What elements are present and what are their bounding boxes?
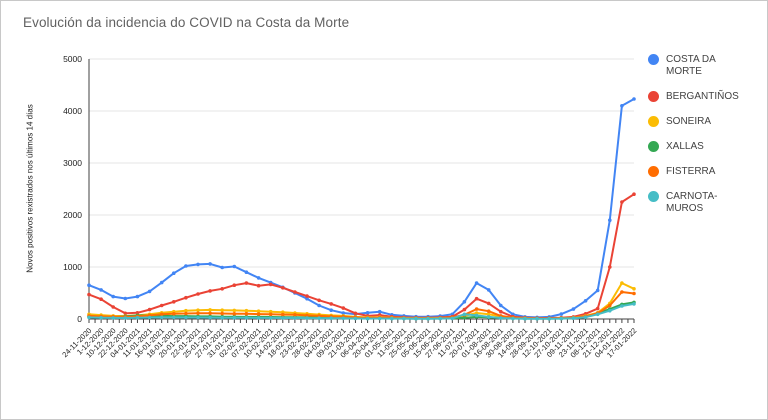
legend-dot-fisterra	[648, 166, 659, 177]
legend-dot-costa-da-morte	[648, 54, 659, 65]
svg-text:1000: 1000	[63, 262, 82, 272]
chart-title: Evolución da incidencia do COVID na Cost…	[23, 15, 350, 30]
series-carnota-muros	[87, 302, 636, 321]
legend-dot-berganti-os	[648, 91, 659, 102]
x-axis-tick-labels: 24-11-20201-12-202010-12-202022-12-20200…	[60, 326, 638, 359]
y-axis-tick-labels: 0 1000 2000 3000 4000 5000	[63, 54, 82, 324]
legend-item-costa-da-morte: COSTA DA MORTE	[648, 54, 758, 78]
legend-item-carnota-muros: CARNOTA-MUROS	[648, 191, 758, 215]
legend-label-berganti-os: BERGANTIÑOS	[666, 91, 739, 102]
axis-lines	[88, 59, 634, 320]
legend-item-berganti-os: BERGANTIÑOS	[648, 91, 758, 103]
y-gridlines	[89, 58, 634, 268]
svg-text:5000: 5000	[63, 54, 82, 64]
svg-text:2000: 2000	[63, 210, 82, 220]
legend-label-fisterra: FISTERRA	[666, 166, 716, 177]
legend-dot-soneira	[648, 116, 659, 127]
legend-label-soneira: SONEIRA	[666, 116, 712, 127]
svg-text:4000: 4000	[63, 106, 82, 116]
series-costa-da-morte	[87, 97, 636, 320]
svg-text:0: 0	[77, 314, 82, 324]
legend-label-costa-da-morte: COSTA DA MORTE	[666, 54, 716, 77]
legend-label-xallas: XALLAS	[666, 141, 704, 152]
legend-item-soneira: SONEIRA	[648, 116, 758, 128]
series-berganti-os	[87, 192, 636, 320]
legend-item-xallas: XALLAS	[648, 141, 758, 153]
svg-text:3000: 3000	[63, 158, 82, 168]
legend-item-fisterra: FISTERRA	[648, 166, 758, 178]
legend-dot-carnota-muros	[648, 191, 659, 202]
legend-dot-xallas	[648, 141, 659, 152]
chart-legend: COSTA DA MORTE BERGANTIÑOS SONEIRA XALLAS FI…	[648, 54, 758, 228]
legend-label-carnota-muros: CARNOTA-MUROS	[666, 191, 718, 214]
